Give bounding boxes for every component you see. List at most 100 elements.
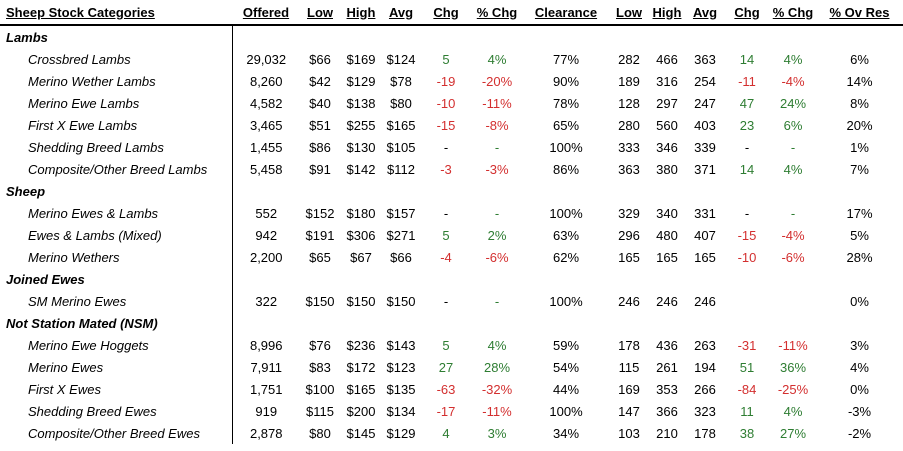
cell-pct-chg: -8% <box>485 117 509 133</box>
cell-pct-ov-res: 20% <box>846 117 873 133</box>
cell-high-2: 297 <box>656 95 678 111</box>
cell-pct-ov-res: 17% <box>846 205 873 221</box>
empty-cell <box>816 180 903 202</box>
cell-pct-ov-res: 3% <box>850 337 869 353</box>
cell-chg-2: -11 <box>738 73 756 89</box>
empty-cell <box>724 312 770 334</box>
cell-high: $130 <box>346 139 376 155</box>
cell-pct-chg: -11% <box>482 403 512 419</box>
category-label: Merino Ewes <box>0 356 233 378</box>
cell-avg: $271 <box>386 227 416 243</box>
empty-cell <box>686 180 724 202</box>
cell-chg: 5 <box>442 51 450 67</box>
cell-clearance: 100% <box>549 205 583 221</box>
cell-chg-2: 47 <box>739 95 755 111</box>
cell-avg-2: 247 <box>694 95 716 111</box>
cell-low: $86 <box>309 139 331 155</box>
cell-offered: 8,996 <box>249 337 283 353</box>
header-chg-2: Chg <box>724 0 770 26</box>
cell-pct-chg-2: 4% <box>783 51 803 67</box>
cell-pct-chg: - <box>494 293 500 309</box>
empty-cell <box>232 312 300 334</box>
cell-pct-chg-2: -4% <box>781 227 805 243</box>
cell-high: $236 <box>346 337 376 353</box>
cell-pct-ov-res: 0% <box>850 293 869 309</box>
cell-high-2: 165 <box>656 249 678 265</box>
cell-chg: 27 <box>438 359 454 375</box>
cell-avg-2: 266 <box>694 381 716 397</box>
cell-pct-chg: -20% <box>481 73 513 89</box>
table-row: Merino Wether Lambs 8,260 $42 $129 $78 -19 -20… <box>0 70 903 92</box>
empty-cell <box>610 312 648 334</box>
cell-chg-2: 38 <box>739 425 755 441</box>
group-row: Joined Ewes <box>0 268 903 290</box>
empty-cell <box>232 180 300 202</box>
empty-cell <box>816 25 903 48</box>
cell-pct-chg-2 <box>770 290 816 312</box>
cell-high-2: 380 <box>656 161 678 177</box>
empty-cell <box>382 268 420 290</box>
cell-low: $40 <box>309 95 331 111</box>
cell-pct-ov-res: -3% <box>847 403 872 419</box>
cell-high: $142 <box>346 161 376 177</box>
header-pct-ov-res: % Ov Res <box>816 0 903 26</box>
cell-chg-2: 11 <box>740 403 754 419</box>
empty-cell <box>724 25 770 48</box>
cell-offered: 29,032 <box>246 51 287 67</box>
cell-low: $91 <box>309 161 331 177</box>
table-row: Shedding Breed Ewes 919 $115 $200 $134 -17 -11… <box>0 400 903 422</box>
empty-cell <box>300 180 340 202</box>
cell-chg-2: 14 <box>739 161 755 177</box>
empty-cell <box>232 268 300 290</box>
category-label: Composite/Other Breed Lambs <box>0 158 233 180</box>
table-body: Lambs Crossbred Lambs 29,032 $66 $169 $124 5 4%… <box>0 25 903 444</box>
cell-pct-ov-res: 0% <box>850 381 869 397</box>
header-low-2: Low <box>610 0 648 26</box>
empty-cell <box>770 312 816 334</box>
cell-low-2: 165 <box>618 249 640 265</box>
cell-low: $65 <box>309 249 331 265</box>
cell-low-2: 178 <box>618 337 640 353</box>
cell-offered: 2,878 <box>249 425 283 441</box>
cell-clearance: 62% <box>552 249 580 265</box>
cell-offered: 1,455 <box>249 139 283 155</box>
cell-offered: 7,911 <box>250 359 283 375</box>
cell-clearance: 54% <box>552 359 580 375</box>
category-label: Shedding Breed Lambs <box>0 136 233 158</box>
header-avg-2: Avg <box>686 0 724 26</box>
empty-cell <box>724 180 770 202</box>
table-row: First X Ewes 1,751 $100 $165 $135 -63 -32% 44% 1… <box>0 378 903 400</box>
header-high: High <box>340 0 382 26</box>
group-row: Lambs <box>0 25 903 48</box>
cell-pct-chg-2: -6% <box>781 249 805 265</box>
empty-cell <box>522 25 610 48</box>
cell-pct-ov-res: 6% <box>850 51 869 67</box>
empty-cell <box>686 25 724 48</box>
cell-avg-2: 403 <box>694 117 716 133</box>
cell-avg: $105 <box>386 139 416 155</box>
cell-low: $51 <box>309 117 331 133</box>
category-label: Merino Ewe Lambs <box>0 92 233 114</box>
header-row: Sheep Stock Categories Offered Low High … <box>0 0 903 26</box>
cell-pct-chg-2: - <box>790 205 796 221</box>
cell-clearance: 44% <box>552 381 580 397</box>
cell-high: $150 <box>346 293 376 309</box>
cell-pct-chg: 4% <box>487 51 507 67</box>
table-row: Merino Ewe Lambs 4,582 $40 $138 $80 -10 -11% 78… <box>0 92 903 114</box>
cell-clearance: 100% <box>549 293 583 309</box>
cell-low-2: 103 <box>618 425 640 441</box>
cell-low-2: 333 <box>618 139 640 155</box>
cell-avg-2: 263 <box>694 337 716 353</box>
cell-pct-chg-2: -4% <box>781 73 805 89</box>
empty-cell <box>340 268 382 290</box>
table-row: Composite/Other Breed Ewes 2,878 $80 $145 $1… <box>0 422 903 444</box>
cell-chg: -19 <box>436 73 456 89</box>
empty-cell <box>648 268 686 290</box>
empty-cell <box>816 312 903 334</box>
cell-chg: -3 <box>440 161 452 177</box>
cell-avg-2: 246 <box>694 293 716 309</box>
cell-low: $115 <box>306 403 334 419</box>
cell-high: $165 <box>346 381 376 397</box>
header-pct-chg: % Chg <box>472 0 522 26</box>
cell-high-2: 246 <box>656 293 678 309</box>
